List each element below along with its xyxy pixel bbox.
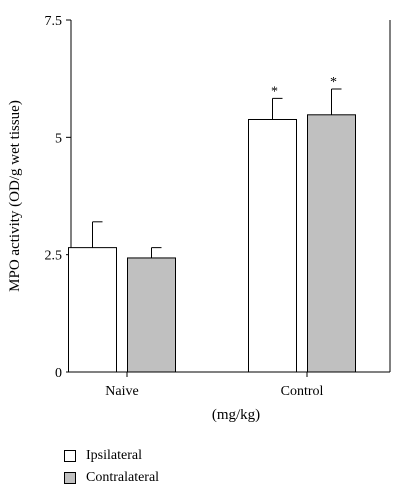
y-tick-label-2: 5 — [55, 131, 62, 146]
legend-label-ipsilateral: Ipsilateral — [86, 448, 142, 463]
bar-contralateral-naive — [127, 257, 176, 373]
y-tick-label-0: 0 — [55, 366, 62, 381]
legend-item-contralateral: Contralateral — [64, 467, 159, 489]
legend-swatch-ipsilateral — [64, 450, 76, 462]
x-tick-label-naive: Naive — [105, 384, 138, 399]
x-tick-label-control: Control — [281, 384, 324, 399]
y-tick-label-1: 2.5 — [45, 249, 63, 264]
y-tick-label-3: 7.5 — [45, 14, 63, 29]
y-axis-title: MPO activity (OD/g wet tissue) — [7, 100, 23, 292]
bar-ipsilateral-control — [248, 118, 297, 373]
x-axis-title: (mg/kg) — [212, 407, 260, 423]
bar-chart: MPO activity (OD/g wet tissue) (mg/kg) 0… — [7, 14, 391, 423]
legend-swatch-contralateral — [64, 472, 76, 484]
significance-marker-contralateral-control: * — [330, 75, 337, 90]
legend-label-contralateral: Contralateral — [86, 470, 160, 485]
significance-marker-ipsilateral-control: * — [271, 84, 278, 99]
bar-ipsilateral-naive — [68, 247, 117, 373]
bar-contralateral-control — [307, 114, 356, 373]
legend-item-ipsilateral: Ipsilateral — [64, 445, 159, 467]
legend: Ipsilateral Contralateral — [64, 445, 159, 489]
